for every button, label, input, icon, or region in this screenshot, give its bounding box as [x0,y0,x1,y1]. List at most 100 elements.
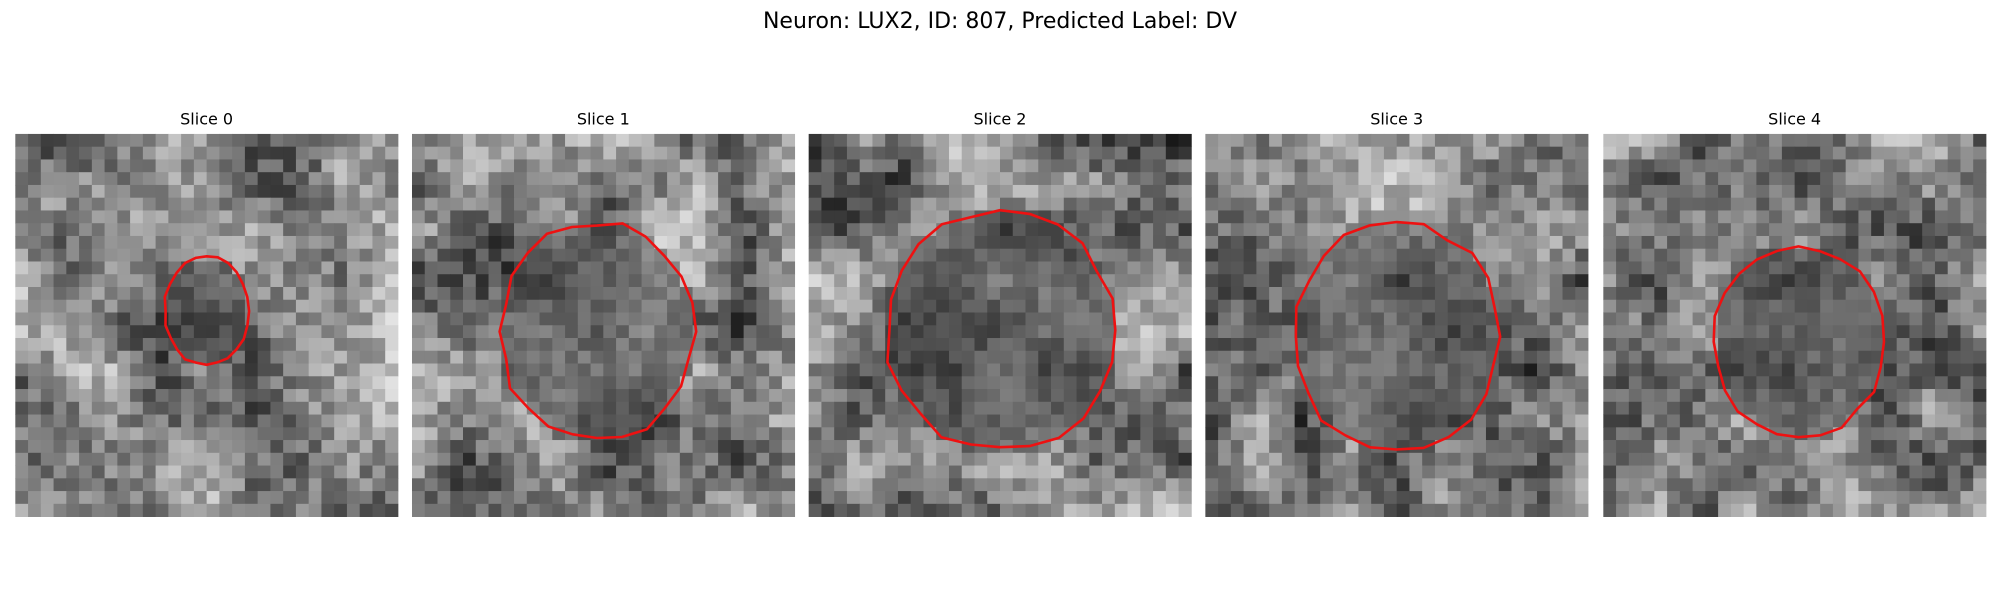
pixel [1832,286,1847,301]
pixel [168,299,182,313]
pixel [603,133,617,148]
pixel [1807,286,1821,301]
pixel [654,363,668,377]
pixel [1396,491,1410,505]
pixel [603,440,617,454]
pixel [948,223,963,237]
pixel [1447,478,1461,492]
pixel [743,210,757,224]
pixel [1473,197,1487,211]
pixel [488,363,502,377]
pixel [1575,184,1589,199]
pixel [1358,261,1372,275]
pixel [1396,261,1410,275]
pixel [1434,440,1449,454]
pixel [1012,146,1026,160]
pixel [321,338,335,352]
pixel [1127,159,1141,173]
pixel [1307,491,1321,505]
pixel [1960,299,1974,313]
pixel [1536,274,1551,288]
pixel [1922,184,1936,199]
pixel [424,325,438,339]
pixel [244,248,259,262]
pixel [1756,210,1770,224]
pixel [514,363,528,377]
pixel [730,452,745,466]
pixel [1756,389,1770,403]
pixel [603,465,617,479]
pixel [1832,274,1847,288]
pixel [834,414,848,428]
pixel [1536,197,1551,211]
pixel [1127,414,1141,428]
pixel [565,235,579,250]
pixel [1511,427,1525,441]
pixel [1667,478,1681,492]
pixel [346,133,361,148]
pixel [1781,133,1796,148]
pixel [79,299,93,313]
pixel [437,184,451,199]
pixel [488,184,502,199]
pixel [1358,184,1372,199]
pixel [654,401,668,415]
pixel [40,146,54,160]
pixel [821,401,835,415]
pixel [692,338,706,352]
pixel [424,427,438,441]
pixel [1243,401,1257,415]
pixel [1153,197,1167,211]
pixel [705,184,719,199]
pixel [1511,363,1525,377]
pixel [897,440,912,454]
pixel [1345,159,1359,173]
pixel [1460,401,1474,415]
pixel [1628,503,1642,517]
pixel [628,184,642,199]
pixel [463,312,477,326]
pixel [1794,223,1808,237]
pixel [718,350,732,364]
pixel [1832,146,1847,160]
pixel [1718,184,1732,199]
pixel [257,427,271,441]
pixel [1756,440,1770,454]
pixel [1603,248,1617,262]
pixel [488,159,502,173]
pixel [142,197,157,211]
pixel [53,376,67,390]
pixel [1769,299,1783,313]
pixel [705,312,719,326]
pixel [1269,338,1283,352]
pixel [501,133,515,148]
pixel [923,389,937,403]
pixel [808,503,822,517]
pixel [552,363,566,377]
pixel [1153,172,1167,186]
pixel [1832,503,1847,517]
pixel [1409,261,1423,275]
pixel [1756,133,1770,148]
pixel [1947,389,1961,403]
pixel [372,478,386,492]
pixel [1089,299,1103,313]
pixel [295,146,310,160]
pixel [1922,478,1936,492]
pixel [130,312,144,326]
pixel [155,261,169,275]
pixel [846,223,861,237]
pixel [781,478,796,492]
pixel [1230,197,1245,211]
pixel [411,478,426,492]
pixel [1743,376,1757,390]
pixel [270,363,284,377]
pixel [1871,491,1885,505]
pixel [308,491,322,505]
pixel [1871,248,1885,262]
pixel [1127,427,1141,441]
pixel [1205,146,1219,160]
pixel [321,184,335,199]
pixel [372,133,386,148]
pixel [1051,440,1065,454]
